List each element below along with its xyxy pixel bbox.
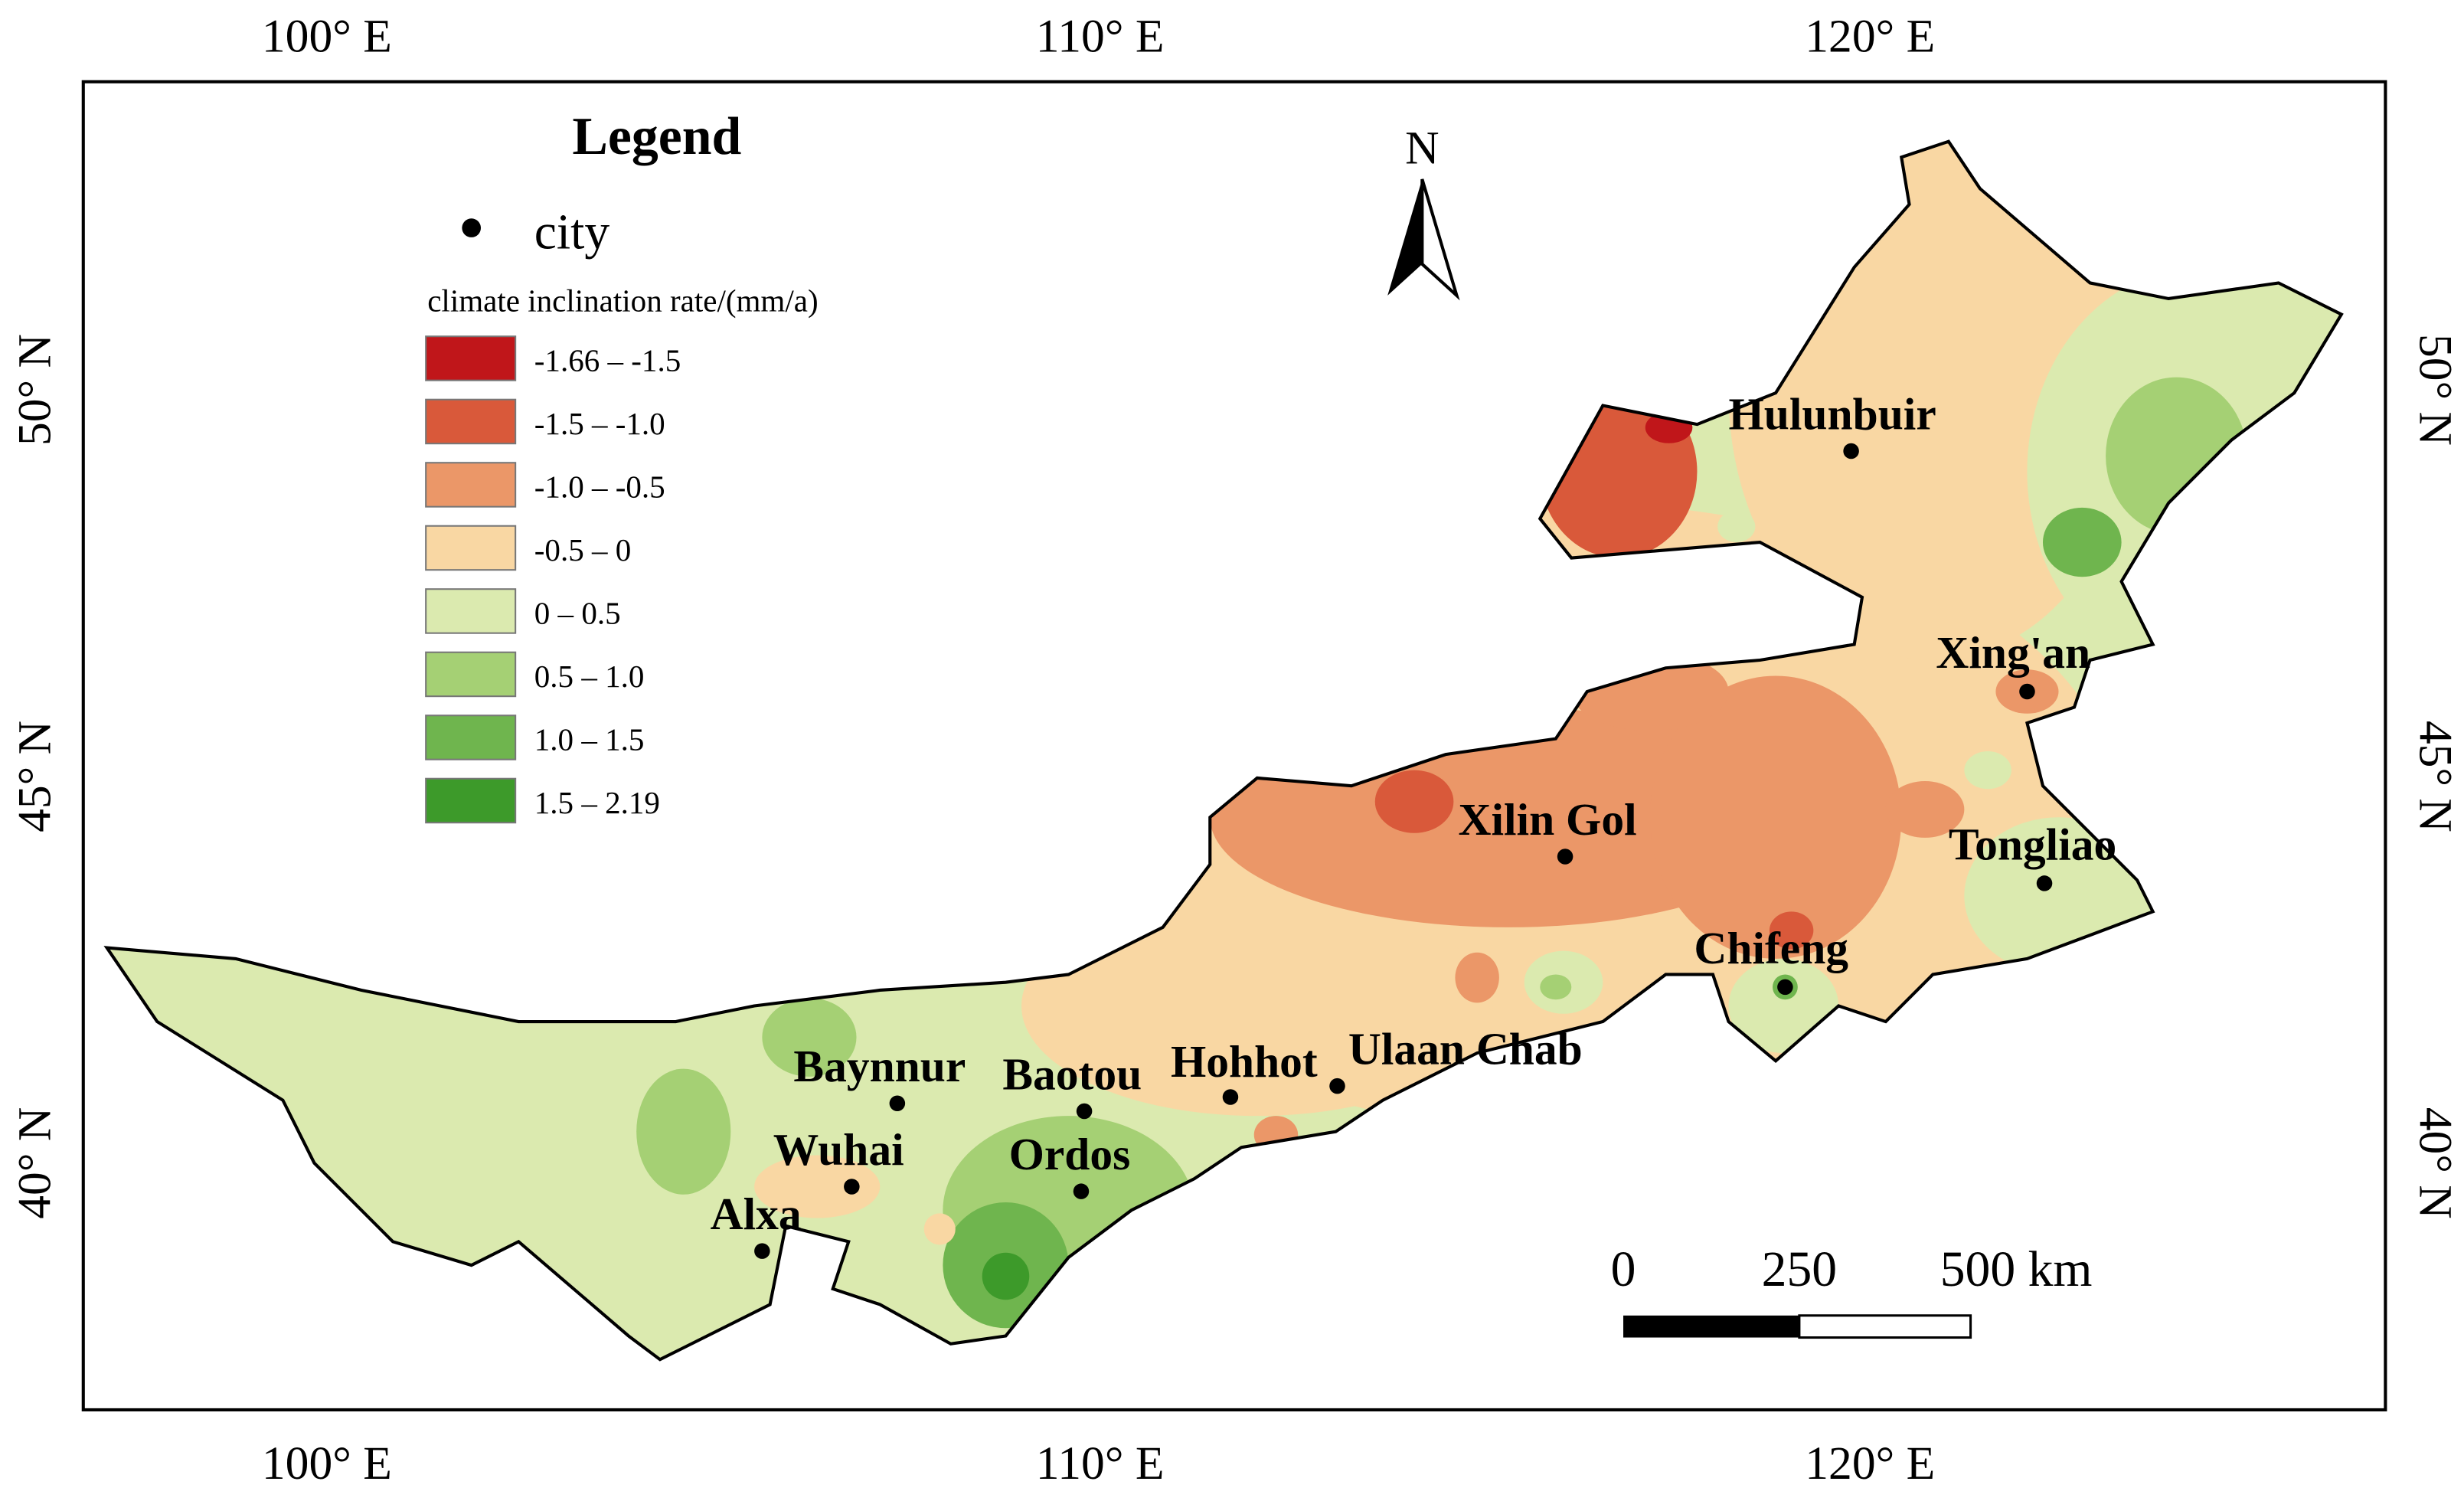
rate-zone — [1649, 675, 1902, 959]
city-dot — [1073, 1183, 1090, 1199]
y-tick-label: 40° N — [9, 1107, 61, 1219]
legend-label: -0.5 – 0 — [534, 532, 631, 567]
y-tick-label: 50° N — [2410, 334, 2462, 446]
city-dot — [1222, 1089, 1239, 1105]
north-label: N — [1405, 122, 1439, 174]
rate-zone — [2042, 507, 2122, 577]
city-label: Hohhot — [1171, 1036, 1318, 1087]
rate-zone — [982, 1252, 1030, 1300]
x-tick-label: 120° E — [1805, 11, 1935, 63]
y-tick-label: 50° N — [9, 334, 61, 446]
legend-swatch — [425, 777, 517, 824]
scale-label: 0 — [1611, 1241, 1636, 1297]
legend-label: -1.66 – -1.5 — [534, 342, 681, 378]
legend-label: 0.5 – 1.0 — [534, 659, 645, 694]
scale-bar — [1623, 1315, 1799, 1338]
city-dot — [1843, 443, 1859, 459]
city-label: Baynnur — [793, 1041, 966, 1091]
legend-label: 1.0 – 1.5 — [534, 721, 645, 757]
legend-swatch — [425, 588, 517, 634]
city-dot — [2036, 875, 2053, 891]
city-dot — [889, 1095, 906, 1112]
rate-zone — [1717, 511, 1756, 543]
y-tick-label: 45° N — [9, 721, 61, 832]
y-tick-label: 40° N — [2410, 1107, 2462, 1219]
x-tick-label: 100° E — [262, 11, 392, 63]
legend-swatch — [425, 335, 517, 381]
north-arrow — [1420, 178, 1460, 301]
legend-label: 0 – 0.5 — [534, 595, 621, 630]
scale-label: 500 km — [1940, 1241, 2093, 1297]
city-label: Alxa — [711, 1189, 802, 1239]
city-dot — [1076, 1103, 1093, 1120]
city-label: Tongliao — [1949, 819, 2116, 870]
x-tick-label: 120° E — [1805, 1437, 1935, 1490]
rate-zone — [1021, 895, 1493, 1117]
city-dot — [1557, 849, 1573, 865]
city-dot — [2019, 683, 2035, 700]
legend-swatch — [425, 525, 517, 571]
city-dot — [1777, 979, 1793, 996]
rate-zone — [1374, 770, 1454, 833]
rate-zone — [1769, 911, 1814, 950]
legend-city-dot — [462, 218, 482, 237]
legend-swatch — [425, 398, 517, 445]
city-label: Wuhai — [773, 1124, 904, 1175]
rate-zone — [1540, 974, 1572, 1000]
city-label: Xing'an — [1936, 627, 2090, 678]
city-label: Baotou — [1002, 1048, 1142, 1099]
legend-label: -1.0 – -0.5 — [534, 469, 665, 504]
city-label: Hulunbuir — [1729, 388, 1936, 439]
city-dot — [754, 1243, 770, 1259]
y-tick-label: 45° N — [2410, 721, 2462, 832]
city-dot — [844, 1179, 860, 1195]
legend-swatch — [425, 462, 517, 508]
legend-city-label: city — [534, 204, 610, 260]
rate-zone — [762, 998, 857, 1077]
legend-title: Legend — [572, 107, 741, 166]
rate-zone — [754, 1155, 881, 1218]
rate-zone — [1885, 781, 1965, 838]
legend-label: -1.5 – -1.0 — [534, 406, 665, 441]
city-label: Xilin Gol — [1459, 794, 1637, 845]
scale-label: 250 — [1762, 1241, 1837, 1297]
rate-zone — [923, 1213, 956, 1245]
city-dot — [1329, 1078, 1345, 1094]
rate-zone — [1455, 952, 1499, 1003]
city-label: Ulaan Chab — [1348, 1023, 1583, 1074]
rate-zone — [1964, 751, 2011, 790]
scale-bar — [1798, 1314, 1972, 1339]
rate-zone — [636, 1068, 731, 1195]
legend-subtitle: climate inclination rate/(mm/a) — [427, 283, 818, 318]
city-label: Chifeng — [1694, 923, 1848, 973]
x-tick-label: 110° E — [1036, 1437, 1165, 1490]
legend-swatch — [425, 715, 517, 760]
x-tick-label: 110° E — [1036, 11, 1165, 63]
legend-label: 1.5 – 2.19 — [534, 785, 660, 820]
x-tick-label: 100° E — [262, 1437, 392, 1490]
city-label: Ordos — [1009, 1129, 1131, 1179]
legend-swatch — [425, 651, 517, 698]
